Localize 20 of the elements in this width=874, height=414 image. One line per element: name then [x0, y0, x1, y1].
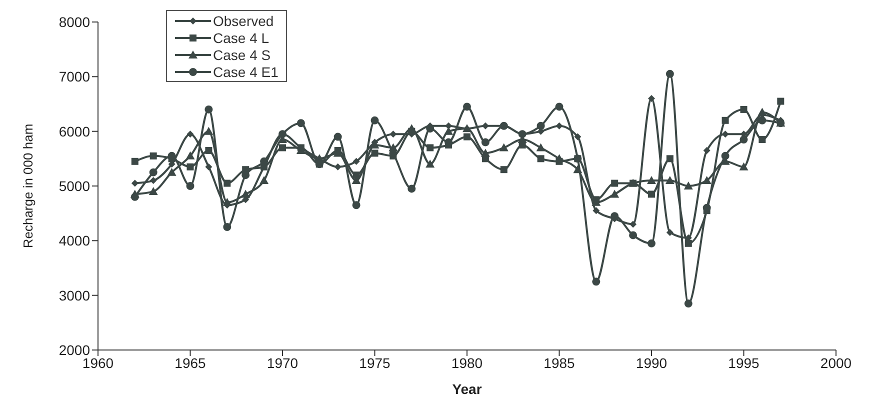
- legend-label: Case 4 L: [213, 30, 270, 46]
- y-tick-label: 3000: [58, 287, 90, 304]
- y-tick-label: 6000: [58, 123, 90, 140]
- x-tick-label: 1980: [451, 354, 483, 371]
- y-tick-label: 8000: [58, 14, 90, 30]
- x-tick-label: 1985: [544, 354, 576, 371]
- y-tick-label: 7000: [58, 68, 90, 85]
- y-tick-label: 4000: [58, 232, 90, 249]
- x-axis-title: Year: [452, 381, 482, 397]
- legend-label: Case 4 S: [213, 46, 271, 62]
- legend-label: Case 4 E1: [213, 64, 278, 80]
- x-tick-label: 1965: [174, 354, 206, 371]
- x-tick-label: 1970: [266, 354, 298, 371]
- x-tick-label: 1990: [636, 354, 668, 371]
- legend-label: Observed: [213, 12, 274, 28]
- y-axis-title: Recharge in 000 ham: [20, 124, 36, 248]
- x-tick-label: 2000: [820, 354, 852, 371]
- x-tick-label: 1995: [728, 354, 760, 371]
- x-tick-label: 1975: [359, 354, 391, 371]
- y-tick-label: 5000: [58, 178, 90, 194]
